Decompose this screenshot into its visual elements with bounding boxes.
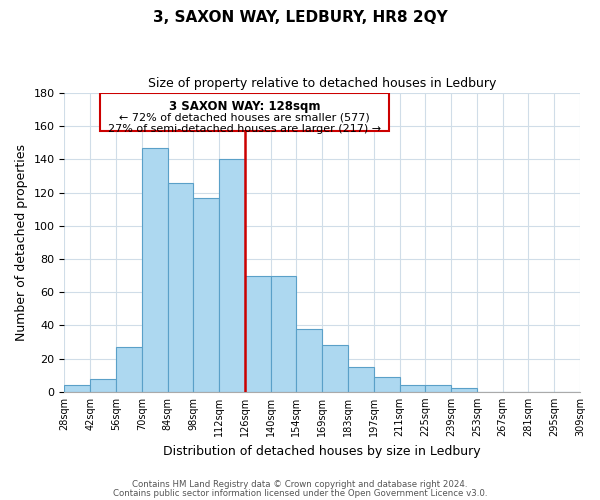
X-axis label: Distribution of detached houses by size in Ledbury: Distribution of detached houses by size …	[163, 444, 481, 458]
Bar	[296, 328, 322, 392]
Bar	[193, 198, 219, 392]
Bar	[374, 377, 400, 392]
Bar	[90, 378, 116, 392]
Text: ← 72% of detached houses are smaller (577): ← 72% of detached houses are smaller (57…	[119, 112, 370, 122]
Bar	[451, 388, 477, 392]
Y-axis label: Number of detached properties: Number of detached properties	[15, 144, 28, 341]
Bar	[322, 346, 348, 392]
Text: 27% of semi-detached houses are larger (217) →: 27% of semi-detached houses are larger (…	[108, 124, 382, 134]
Bar	[400, 385, 425, 392]
Bar	[348, 367, 374, 392]
Text: 3 SAXON WAY: 128sqm: 3 SAXON WAY: 128sqm	[169, 100, 320, 112]
Bar	[167, 182, 193, 392]
Text: 3, SAXON WAY, LEDBURY, HR8 2QY: 3, SAXON WAY, LEDBURY, HR8 2QY	[152, 10, 448, 25]
Bar	[64, 385, 90, 392]
Bar	[142, 148, 167, 392]
Bar	[219, 160, 245, 392]
Text: Contains public sector information licensed under the Open Government Licence v3: Contains public sector information licen…	[113, 488, 487, 498]
Bar	[425, 385, 451, 392]
Bar	[100, 93, 389, 131]
Title: Size of property relative to detached houses in Ledbury: Size of property relative to detached ho…	[148, 78, 496, 90]
Text: Contains HM Land Registry data © Crown copyright and database right 2024.: Contains HM Land Registry data © Crown c…	[132, 480, 468, 489]
Bar	[245, 276, 271, 392]
Bar	[271, 276, 296, 392]
Bar	[116, 347, 142, 392]
